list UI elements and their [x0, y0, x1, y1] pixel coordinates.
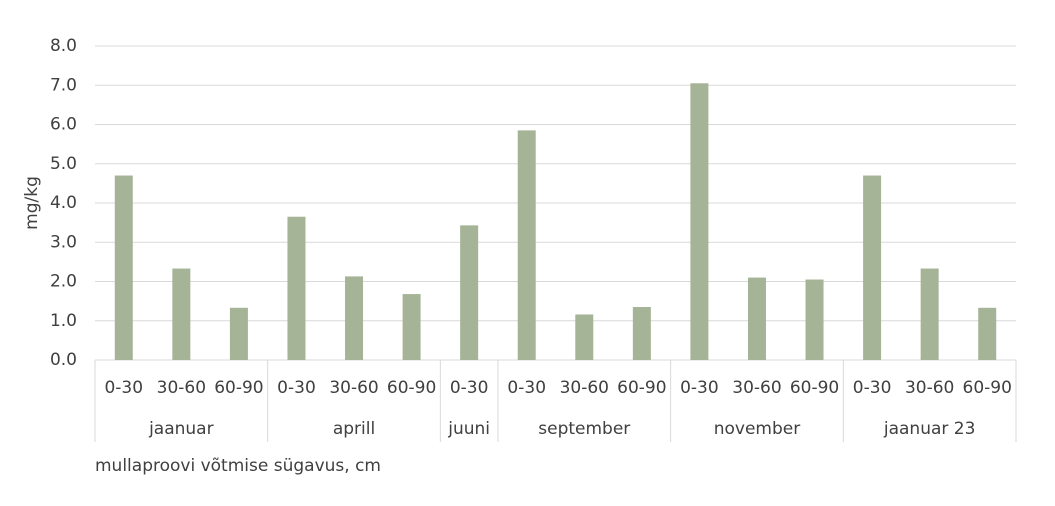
bar [575, 314, 594, 360]
group-label: september [538, 419, 630, 439]
y-tick-label: 5.0 [50, 154, 77, 174]
group-label: juuni [447, 419, 490, 439]
x-tick-label: 60-90 [617, 378, 666, 398]
x-tick-label: 60-90 [214, 378, 263, 398]
y-tick-label: 3.0 [50, 232, 77, 252]
bar [345, 276, 364, 360]
x-tick-label: 0-30 [277, 378, 316, 398]
bar [114, 175, 133, 360]
x-tick-label: 0-30 [104, 378, 143, 398]
group-label: november [714, 419, 801, 439]
group-label: jaanuar 23 [883, 419, 976, 439]
group-label: aprill [333, 419, 375, 439]
bar [172, 268, 191, 360]
y-tick-label: 8.0 [50, 36, 77, 56]
bar [863, 175, 882, 360]
x-tick-label: 30-60 [732, 378, 781, 398]
x-tick-label: 60-90 [790, 378, 839, 398]
bar [805, 279, 824, 360]
bar [690, 83, 709, 360]
y-tick-label: 2.0 [50, 272, 77, 292]
bar [978, 307, 997, 360]
x-tick-label: 30-60 [905, 378, 954, 398]
x-tick-label: 30-60 [329, 378, 378, 398]
group-label: jaanuar [148, 419, 214, 439]
x-tick-label: 0-30 [450, 378, 489, 398]
bar [920, 268, 939, 360]
x-tick-label: 60-90 [387, 378, 436, 398]
bar [632, 307, 651, 360]
x-tick-label: 60-90 [963, 378, 1012, 398]
x-axis-title: mullaproovi võtmise sügavus, cm [95, 456, 381, 476]
y-tick-label: 7.0 [50, 75, 77, 95]
bar [460, 225, 479, 360]
bar [229, 307, 248, 360]
y-tick-label: 1.0 [50, 311, 77, 331]
x-tick-label: 0-30 [853, 378, 892, 398]
x-tick-label: 0-30 [680, 378, 719, 398]
y-tick-label: 0.0 [50, 350, 77, 370]
y-axis-title: mg/kg [22, 176, 42, 230]
bar [517, 130, 536, 360]
x-tick-label: 30-60 [157, 378, 206, 398]
y-tick-label: 4.0 [50, 193, 77, 213]
x-tick-label: 0-30 [507, 378, 546, 398]
y-tick-label: 6.0 [50, 115, 77, 135]
bar [747, 277, 766, 360]
bar [287, 216, 306, 360]
bar [402, 294, 421, 360]
x-tick-label: 30-60 [560, 378, 609, 398]
